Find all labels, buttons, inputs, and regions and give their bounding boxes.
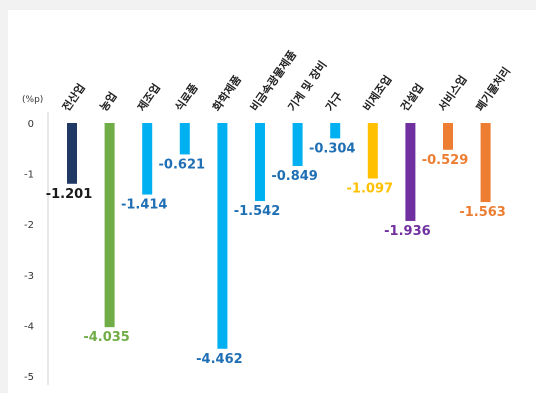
y-axis-ticks: 0 -1 -2 -3 -4 -5 bbox=[24, 119, 34, 383]
bar bbox=[367, 123, 378, 179]
bar bbox=[480, 123, 491, 203]
value-label: -1.201 bbox=[46, 187, 93, 202]
category-label: 전산업 bbox=[59, 81, 88, 114]
bar bbox=[443, 123, 453, 150]
bars bbox=[67, 123, 491, 349]
chart-panel bbox=[8, 10, 536, 393]
bar bbox=[405, 123, 416, 221]
category-label: 건설업 bbox=[397, 81, 426, 114]
category-label: 제조업 bbox=[134, 81, 163, 114]
y-tick-label: 0 bbox=[28, 119, 34, 130]
category-label: 비제조업 bbox=[360, 73, 395, 114]
value-label: -4.462 bbox=[196, 352, 243, 367]
bar bbox=[179, 123, 190, 155]
value-label: -1.936 bbox=[384, 224, 431, 239]
bar bbox=[142, 123, 153, 195]
category-label: 식료품 bbox=[172, 81, 201, 114]
bar bbox=[217, 123, 228, 349]
bar bbox=[104, 123, 115, 328]
value-label: -0.849 bbox=[271, 169, 318, 184]
category-label: 농업 bbox=[97, 90, 119, 114]
value-label: -1.097 bbox=[347, 182, 394, 197]
value-label: -0.304 bbox=[309, 141, 356, 156]
y-axis-unit-label: (%p) bbox=[22, 95, 43, 105]
value-label: -0.621 bbox=[159, 157, 206, 172]
value-label: -1.542 bbox=[234, 204, 281, 219]
bar bbox=[255, 123, 265, 202]
y-tick-label: -4 bbox=[24, 321, 34, 332]
value-label: -0.529 bbox=[422, 153, 469, 168]
value-label: -1.414 bbox=[121, 198, 168, 213]
bar bbox=[330, 123, 341, 139]
category-label: 폐기물처리 bbox=[473, 64, 513, 113]
y-tick-label: -3 bbox=[24, 271, 34, 282]
value-label: -1.563 bbox=[459, 205, 506, 220]
category-label: 서비스업 bbox=[435, 73, 470, 114]
y-tick-label: -1 bbox=[24, 170, 34, 181]
value-labels: -1.201 -4.035 -1.414 -0.621 -4.462 -1.542 -0.8… bbox=[46, 141, 506, 366]
bar bbox=[67, 123, 77, 184]
category-label: 가구 bbox=[322, 89, 345, 114]
bar bbox=[292, 123, 303, 166]
category-label: 화학제품 bbox=[209, 73, 244, 114]
y-tick-label: -2 bbox=[24, 220, 34, 231]
value-label: -4.035 bbox=[83, 330, 130, 345]
y-tick-label: -5 bbox=[24, 372, 34, 383]
